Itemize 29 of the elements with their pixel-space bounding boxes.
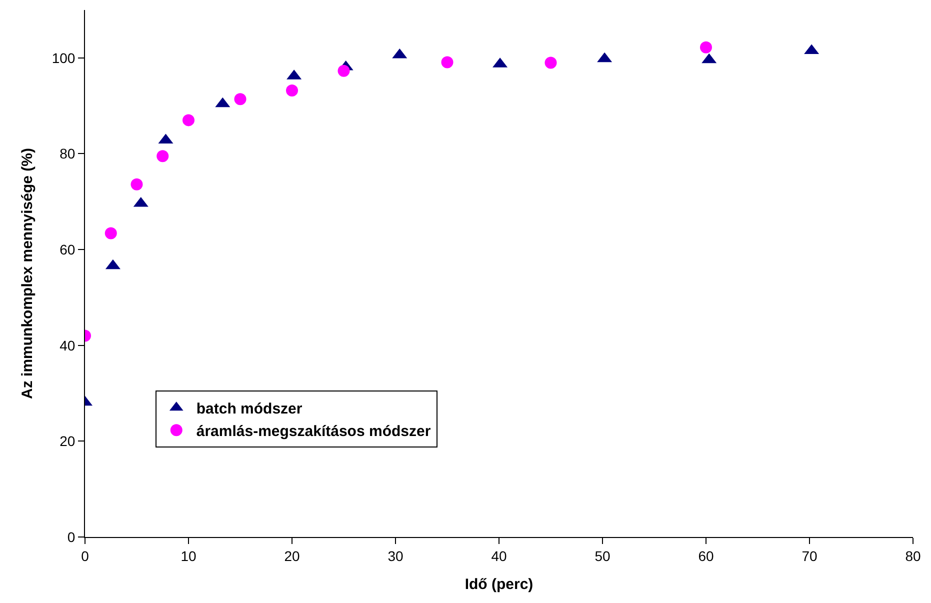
point [182, 114, 194, 126]
x-tick-label: 10 [180, 548, 196, 564]
x-tick-label: 60 [698, 548, 714, 564]
x-tick-label: 70 [802, 548, 818, 564]
legend-label: batch módszer [196, 400, 302, 418]
point [286, 84, 298, 96]
y-tick-label: 60 [60, 241, 76, 258]
point [234, 93, 246, 106]
y-tick-label: 0 [67, 528, 76, 545]
legend-label: áramlás-megszakításos módszer [196, 423, 431, 440]
y-tick-label: 40 [60, 337, 76, 354]
x-tick-label: 20 [284, 548, 300, 564]
y-axis-title: Az immunkomplex mennyisége (%) [19, 148, 36, 399]
x-tick-label: 50 [594, 548, 610, 564]
y-tick-label: 100 [52, 50, 76, 66]
y-tick-label: 80 [60, 146, 76, 162]
x-axis-title: Idő (perc) [464, 576, 534, 593]
x-tick-label: 40 [491, 548, 507, 564]
x-tick-label: 80 [905, 548, 921, 564]
point [544, 56, 557, 69]
x-tick-label: 30 [388, 548, 404, 564]
point [700, 41, 712, 54]
y-tick-label: 20 [60, 433, 76, 450]
point [130, 178, 143, 190]
x-tick-label: 0 [81, 548, 90, 564]
point [104, 227, 117, 240]
point [441, 56, 454, 68]
point [156, 150, 169, 162]
point [338, 64, 350, 77]
